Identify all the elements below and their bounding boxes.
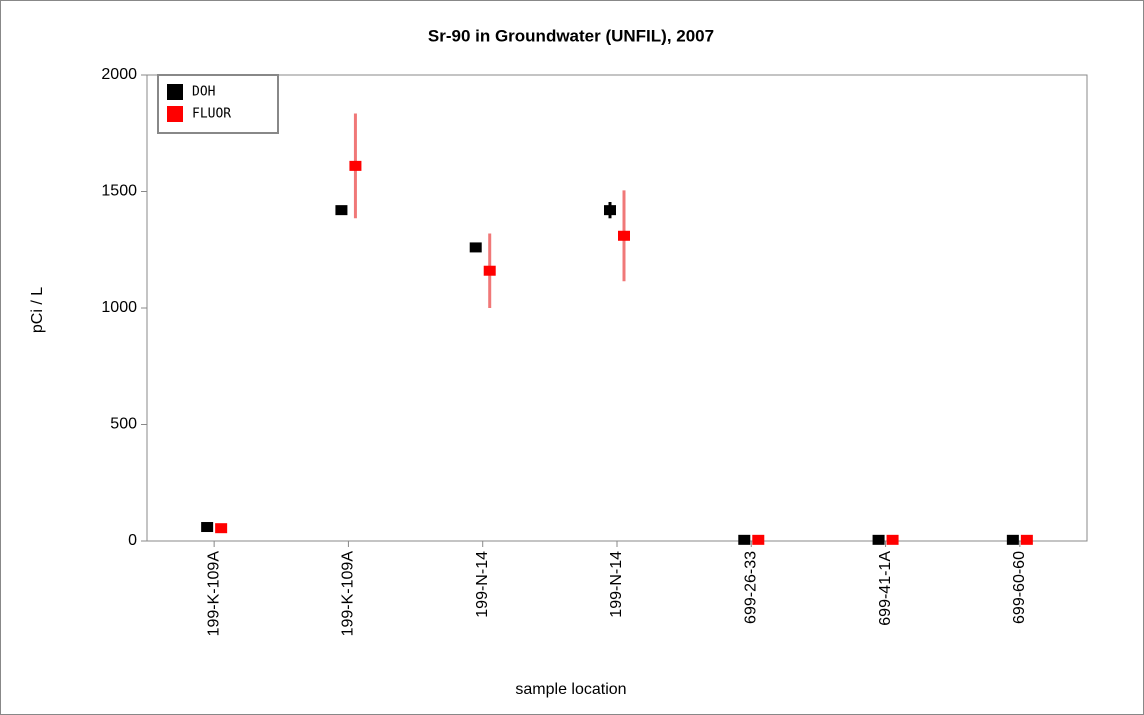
marker — [215, 523, 228, 534]
y-tick-label: 2000 — [101, 66, 137, 83]
x-tick-label: 199-K-109A — [205, 551, 222, 637]
marker — [604, 205, 616, 216]
marker — [886, 534, 899, 545]
marker — [872, 534, 885, 545]
x-axis-label: sample location — [515, 681, 626, 698]
x-tick-label: 699-41-1A — [877, 551, 894, 626]
legend-box — [157, 74, 279, 134]
y-tick-label: 500 — [110, 416, 137, 433]
x-tick-label: 699-60-60 — [1011, 551, 1028, 624]
marker — [483, 265, 496, 276]
marker — [335, 205, 348, 216]
legend-label: FLUOR — [192, 107, 231, 122]
marker — [1020, 534, 1033, 545]
legend-label: DOH — [192, 85, 215, 100]
x-tick-label: 699-26-33 — [743, 551, 760, 624]
legend-swatch — [167, 106, 183, 122]
marker — [738, 534, 751, 545]
chart-title: Sr-90 in Groundwater (UNFIL), 2007 — [428, 26, 714, 45]
x-tick-label: 199-N-14 — [474, 551, 491, 618]
x-tick-label: 199-N-14 — [608, 551, 625, 618]
y-tick-label: 0 — [128, 532, 137, 549]
legend-swatch — [167, 84, 183, 100]
x-tick-label: 199-K-109A — [340, 551, 357, 637]
marker — [618, 230, 630, 241]
marker — [752, 534, 765, 545]
y-axis-label: pCi / L — [29, 287, 46, 333]
marker — [1006, 534, 1019, 545]
marker — [349, 160, 362, 171]
marker — [201, 522, 214, 533]
y-tick-label: 1000 — [101, 299, 137, 316]
marker — [469, 242, 482, 253]
y-tick-label: 1500 — [101, 183, 137, 200]
